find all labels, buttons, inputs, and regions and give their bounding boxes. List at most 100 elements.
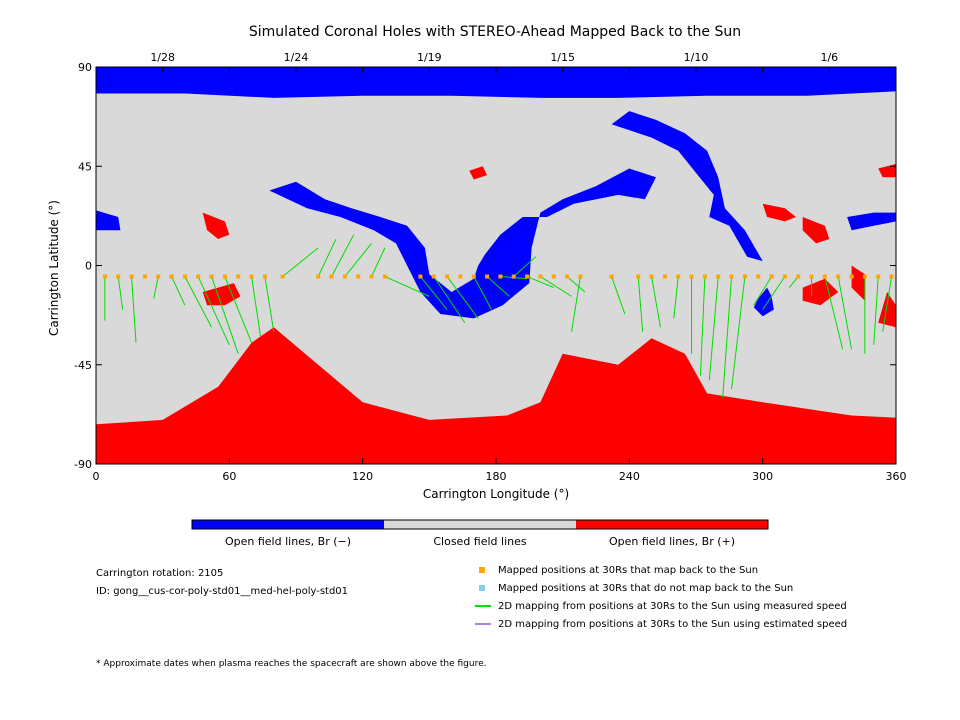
y-axis-label: Carrington Latitude (°) bbox=[47, 200, 61, 336]
mapped-point bbox=[169, 274, 174, 279]
field-line-trace bbox=[837, 276, 853, 350]
field-line-trace bbox=[673, 276, 679, 319]
field-line-trace bbox=[566, 276, 586, 293]
mapped-point bbox=[418, 274, 423, 279]
y-tick-label: -90 bbox=[74, 458, 92, 471]
y-tick-label: -45 bbox=[74, 359, 92, 372]
mapped-point bbox=[836, 274, 841, 279]
mapped-point bbox=[222, 274, 227, 279]
mapped-point bbox=[876, 274, 881, 279]
mapped-point bbox=[182, 274, 187, 279]
footnote-text: * Approximate dates when plasma reaches … bbox=[96, 659, 487, 669]
field-line-trace bbox=[171, 276, 186, 306]
field-line-trace bbox=[540, 276, 572, 297]
mapped-point bbox=[156, 274, 161, 279]
field-line-trace bbox=[882, 276, 893, 332]
negative-coronal-hole bbox=[269, 168, 656, 319]
mapped-point bbox=[742, 274, 747, 279]
y-tick-label: 0 bbox=[85, 260, 92, 273]
mapped-point bbox=[498, 274, 503, 279]
mapped-point bbox=[578, 274, 583, 279]
legend: Mapped positions at 30Rs that map back t… bbox=[475, 565, 847, 630]
mapped-point bbox=[849, 274, 854, 279]
x-tick-label: 360 bbox=[886, 470, 907, 483]
field-line-trace bbox=[197, 276, 230, 346]
mapped-point bbox=[662, 274, 667, 279]
mapped-point bbox=[796, 274, 801, 279]
mapped-point bbox=[538, 274, 543, 279]
date-tick-label: 1/19 bbox=[417, 51, 442, 64]
x-tick-label: 120 bbox=[352, 470, 373, 483]
field-line-trace bbox=[708, 276, 719, 381]
field-line-trace bbox=[371, 247, 386, 277]
colorbar-segment bbox=[384, 520, 576, 529]
mapped-point bbox=[889, 274, 894, 279]
x-tick-label: 0 bbox=[93, 470, 100, 483]
field-line-trace bbox=[433, 276, 466, 324]
colorbar-segment bbox=[576, 520, 768, 529]
date-tick-label: 1/24 bbox=[284, 51, 309, 64]
field-line-trace bbox=[251, 276, 261, 337]
positive-coronal-hole bbox=[202, 283, 241, 306]
colorbar-frame bbox=[191, 519, 769, 530]
legend-label: 2D mapping from positions at 30Rs to the… bbox=[498, 619, 847, 630]
mapped-point bbox=[769, 274, 774, 279]
field-line-trace bbox=[873, 276, 879, 345]
mapped-point bbox=[329, 274, 334, 279]
mapped-point bbox=[809, 274, 814, 279]
mapped-point bbox=[702, 274, 707, 279]
x-tick-label: 60 bbox=[222, 470, 236, 483]
mapped-point bbox=[756, 274, 761, 279]
positive-coronal-hole bbox=[202, 212, 230, 239]
mapped-point bbox=[129, 274, 134, 279]
x-tick-label: 180 bbox=[486, 470, 507, 483]
mapped-point bbox=[262, 274, 267, 279]
positive-coronal-hole bbox=[469, 166, 488, 180]
mapped-point bbox=[116, 274, 121, 279]
field-line-trace bbox=[446, 276, 479, 319]
carrington-rotation-text: Carrington rotation: 2105 bbox=[96, 568, 223, 579]
field-line-trace bbox=[153, 276, 159, 299]
mapped-point bbox=[565, 274, 570, 279]
x-axis-label: Carrington Longitude (°) bbox=[423, 487, 569, 501]
field-line-trace bbox=[526, 276, 554, 289]
legend-label: Mapped positions at 30Rs that do not map… bbox=[498, 583, 793, 594]
mapped-point bbox=[102, 274, 107, 279]
north-polar-coronal-hole bbox=[96, 67, 896, 98]
mapped-point bbox=[649, 274, 654, 279]
colorbar-segment bbox=[192, 520, 384, 529]
mapped-point bbox=[445, 274, 450, 279]
date-tick-label: 1/10 bbox=[684, 51, 709, 64]
positive-coronal-hole bbox=[762, 203, 796, 222]
field-line-trace bbox=[420, 276, 448, 310]
legend-label: 2D mapping from positions at 30Rs to the… bbox=[498, 601, 847, 612]
mapped-point bbox=[196, 274, 201, 279]
mapped-point bbox=[369, 274, 374, 279]
y-tick-label: 90 bbox=[78, 61, 92, 74]
field-line-trace bbox=[331, 234, 355, 277]
field-line-trace bbox=[731, 276, 746, 390]
mapped-point bbox=[280, 274, 285, 279]
chart-title: Simulated Coronal Holes with STEREO-Ahea… bbox=[249, 24, 741, 40]
field-line-trace bbox=[651, 276, 661, 328]
mapped-point bbox=[511, 274, 516, 279]
field-line-trace bbox=[824, 276, 844, 350]
mapped-point bbox=[525, 274, 530, 279]
legend-label: Mapped positions at 30Rs that map back t… bbox=[498, 565, 758, 576]
positive-coronal-hole bbox=[878, 164, 896, 178]
positive-coronal-hole bbox=[878, 292, 896, 328]
model-id-text: ID: gong__cus-cor-poly-std01__med-hel-po… bbox=[96, 586, 348, 597]
field-line-trace bbox=[344, 243, 372, 277]
date-tick-label: 1/15 bbox=[550, 51, 575, 64]
mapped-point bbox=[142, 274, 147, 279]
mapped-point bbox=[729, 274, 734, 279]
mapped-point bbox=[209, 274, 214, 279]
mapped-point bbox=[471, 274, 476, 279]
date-tick-label: 1/6 bbox=[820, 51, 838, 64]
mapped-point bbox=[551, 274, 556, 279]
field-line-trace bbox=[762, 276, 786, 310]
mapped-point bbox=[689, 274, 694, 279]
mapped-point bbox=[458, 274, 463, 279]
field-line-trace bbox=[282, 247, 319, 277]
south-polar-coronal-hole bbox=[96, 327, 896, 464]
